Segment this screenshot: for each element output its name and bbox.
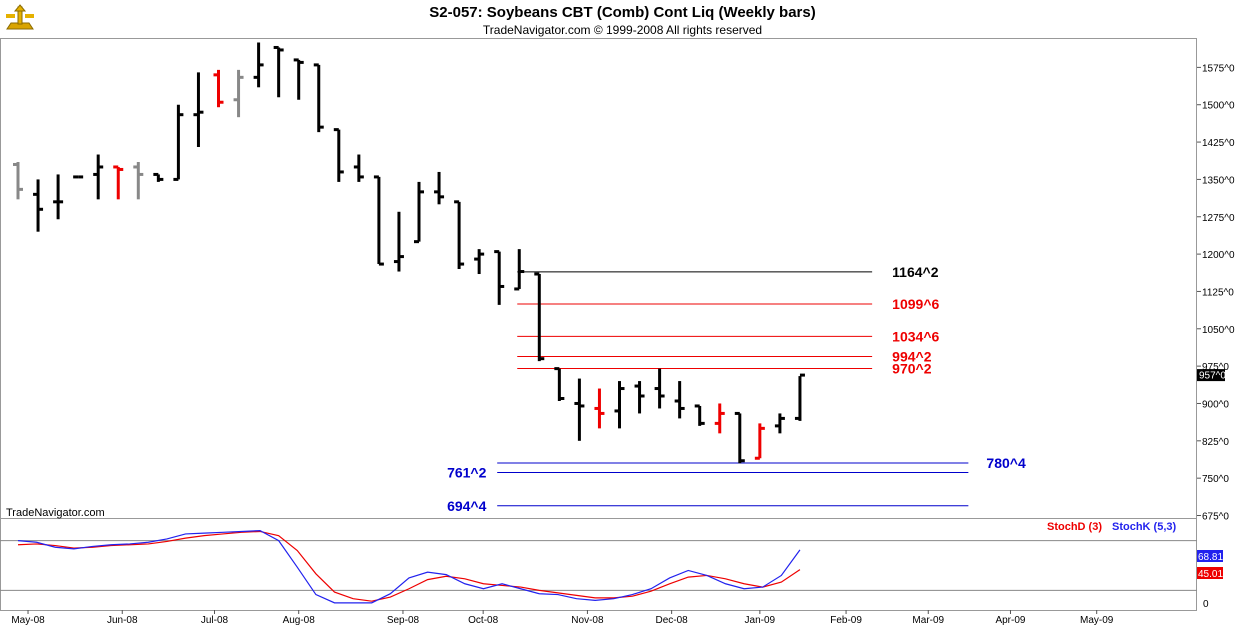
level-label: 1099^6 <box>892 296 939 312</box>
month-label: Feb-09 <box>830 615 862 626</box>
price-tick-label: 1125^0 <box>1202 287 1234 298</box>
month-label: Mar-09 <box>912 615 944 626</box>
price-tick-label: 825^0 <box>1202 437 1229 448</box>
last-price-badge <box>1197 369 1225 382</box>
price-tick-label: 1350^0 <box>1202 175 1235 186</box>
price-axis: 675^0 750^0 825^0 900^0 975^0 1050^0 1125^0 120… <box>1197 63 1235 523</box>
month-label: Sep-08 <box>387 615 420 626</box>
month-label: May-08 <box>11 615 45 626</box>
level-label: 994^2 <box>892 349 932 365</box>
stoch-k-last-label: 68.81 <box>1198 552 1223 563</box>
chart-subtitle: TradeNavigator.com © 1999-2008 All right… <box>482 23 763 37</box>
level-label: 761^2 <box>447 465 487 481</box>
stoch-k-badge <box>1197 550 1223 562</box>
month-label: May-09 <box>1080 615 1114 626</box>
price-tick-label: 675^0 <box>1202 512 1229 523</box>
price-tick-label: 1050^0 <box>1202 325 1235 336</box>
price-tick-label: 1425^0 <box>1202 138 1235 149</box>
month-label: Oct-08 <box>468 615 498 626</box>
stoch-k-legend: StochK (5,3) <box>1112 521 1177 533</box>
month-label: Dec-08 <box>656 615 689 626</box>
level-label: 1164^2 <box>892 264 939 280</box>
price-tick-label: 1200^0 <box>1202 250 1235 261</box>
watermark: TradeNavigator.com <box>6 507 105 519</box>
stochastic-panel-frame <box>0 518 1197 611</box>
price-tick-label: 750^0 <box>1202 474 1229 485</box>
month-axis: May-08 Jun-08 Jul-08 Aug-08 Sep-08 Oct-08 Nov-… <box>11 610 1114 626</box>
stoch-k-line <box>17 530 801 604</box>
price-tick-label: 1575^0 <box>1202 63 1235 74</box>
ohlc-bars <box>13 42 805 464</box>
stoch-d-line <box>17 530 801 602</box>
price-tick-label: 1275^0 <box>1202 213 1235 224</box>
last-price-label: 957^0 <box>1199 371 1226 382</box>
month-label: Apr-09 <box>995 615 1025 626</box>
price-tick-label: 975^0 <box>1202 362 1229 373</box>
stoch-d-last-label: 45.01 <box>1198 569 1223 580</box>
month-label: Jan-09 <box>745 615 776 626</box>
level-label: 780^4 <box>986 455 1026 471</box>
stoch-d-badge <box>1197 567 1223 579</box>
level-label: 694^4 <box>447 498 487 514</box>
trade-navigator-logo-icon <box>3 3 37 38</box>
level-label: 1034^6 <box>892 328 939 344</box>
chart-title: S2-057: Soybeans CBT (Comb) Cont Liq (We… <box>429 4 816 21</box>
month-label: Aug-08 <box>283 615 316 626</box>
level-label: 970^2 <box>892 360 932 376</box>
month-label: Jul-08 <box>201 615 229 626</box>
price-tick-label: 1500^0 <box>1202 101 1235 112</box>
stochastic-lines <box>0 530 1197 604</box>
price-tick-label: 900^0 <box>1202 399 1229 410</box>
stoch-zero-label: 0 <box>1203 599 1209 610</box>
stoch-d-legend: StochD (3) <box>1047 521 1102 533</box>
month-label: Jun-08 <box>107 615 138 626</box>
month-label: Nov-08 <box>571 615 604 626</box>
last-price-marker: 957^0 <box>1197 369 1226 382</box>
